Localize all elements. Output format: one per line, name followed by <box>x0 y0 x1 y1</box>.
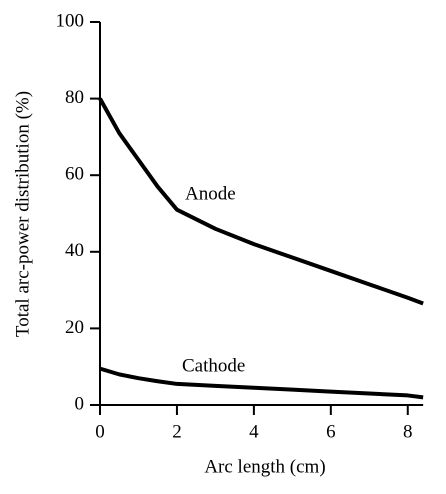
y-tick-label: 60 <box>65 164 84 185</box>
series-line <box>98 97 424 306</box>
x-tick-label: 4 <box>249 421 259 442</box>
series-label: Cathode <box>182 355 245 376</box>
x-axis-label: Arc length (cm) <box>204 456 325 477</box>
y-tick-label: 20 <box>65 317 84 338</box>
x-tick-label: 2 <box>172 421 182 442</box>
series-line <box>99 366 424 400</box>
y-tick-label: 100 <box>56 10 85 31</box>
y-tick-label: 80 <box>65 87 84 108</box>
y-tick-label: 40 <box>65 240 84 261</box>
y-axis-label: Total arc-power distribution (%) <box>12 91 33 337</box>
x-tick-label: 6 <box>326 421 336 442</box>
x-tick-label: 0 <box>95 421 105 442</box>
x-tick-label: 8 <box>403 421 413 442</box>
series-label: Anode <box>185 183 236 204</box>
y-tick-label: 0 <box>75 393 85 414</box>
